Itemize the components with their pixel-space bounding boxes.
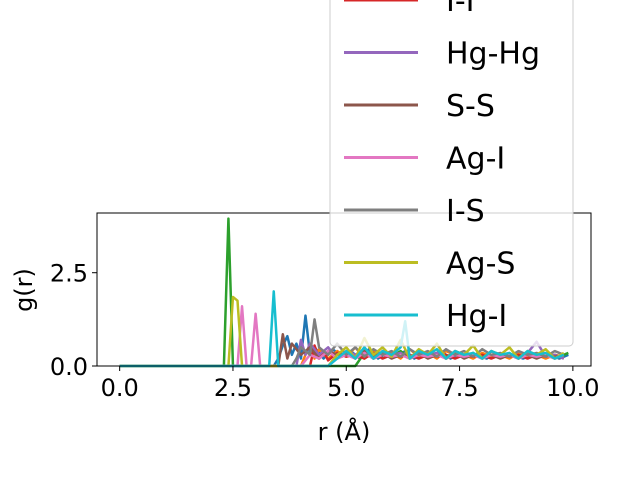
legend-entry: I-I (344, 0, 475, 19)
y-tick-label: 2.5 (50, 260, 88, 288)
legend-label: Hg-Hg (446, 37, 540, 72)
legend-entry: Hg-I (344, 299, 507, 334)
legend-entry: Ag-I (344, 142, 505, 177)
y-axis-label: g(r) (10, 268, 38, 312)
legend-entry: I-S (344, 194, 485, 229)
legend-label: Ag-S (446, 247, 515, 282)
legend-entry: Ag-S (344, 247, 515, 282)
legend-label: I-S (446, 194, 485, 229)
x-tick-label: 7.5 (440, 374, 478, 402)
axis-ticks: 0.0 2.5 5.0 7.5 10.0 0.0 2.5 (50, 260, 600, 402)
series-line-ag-i (119, 305, 565, 368)
legend: I-I Hg-Hg S-S Ag-I I-S Ag-S Hg-I (329, 0, 574, 347)
x-tick-label: 2.5 (214, 374, 252, 402)
legend-label: I-I (446, 0, 475, 19)
x-tick-label: 10.0 (546, 374, 599, 402)
legend-entry: S-S (344, 89, 495, 124)
x-tick-label: 5.0 (327, 374, 365, 402)
legend-label: Hg-I (446, 299, 507, 334)
x-tick-label: 0.0 (101, 374, 139, 402)
legend-label: Ag-I (446, 142, 505, 177)
legend-label: S-S (446, 89, 495, 124)
legend-box (329, 0, 574, 347)
y-tick-label: 0.0 (50, 353, 88, 381)
legend-entry: Hg-Hg (344, 37, 540, 72)
x-axis-label: r (Å) (318, 417, 371, 446)
